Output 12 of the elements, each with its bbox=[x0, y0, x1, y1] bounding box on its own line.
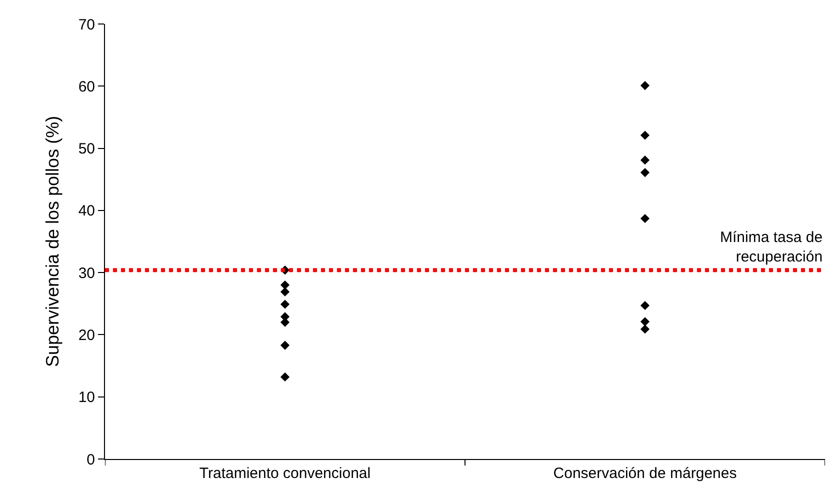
y-tick-label: 10 bbox=[78, 389, 95, 406]
x-tick-label: Tratamiento convencional bbox=[199, 465, 371, 482]
y-axis-title: Supervivencia de los pollos (%) bbox=[42, 116, 63, 368]
y-tick-label: 0 bbox=[86, 451, 95, 468]
y-tick-label: 50 bbox=[78, 140, 95, 158]
y-tick-label: 70 bbox=[78, 16, 95, 34]
y-tick-label: 60 bbox=[78, 78, 95, 96]
x-tick-label: Conservación de márgenes bbox=[553, 465, 737, 482]
ref-line-label: Mínima tasa de recuperación bbox=[720, 229, 823, 266]
y-tick-label: 40 bbox=[78, 202, 95, 220]
y-tick-label: 30 bbox=[78, 264, 95, 282]
y-tick-label: 20 bbox=[78, 326, 95, 344]
